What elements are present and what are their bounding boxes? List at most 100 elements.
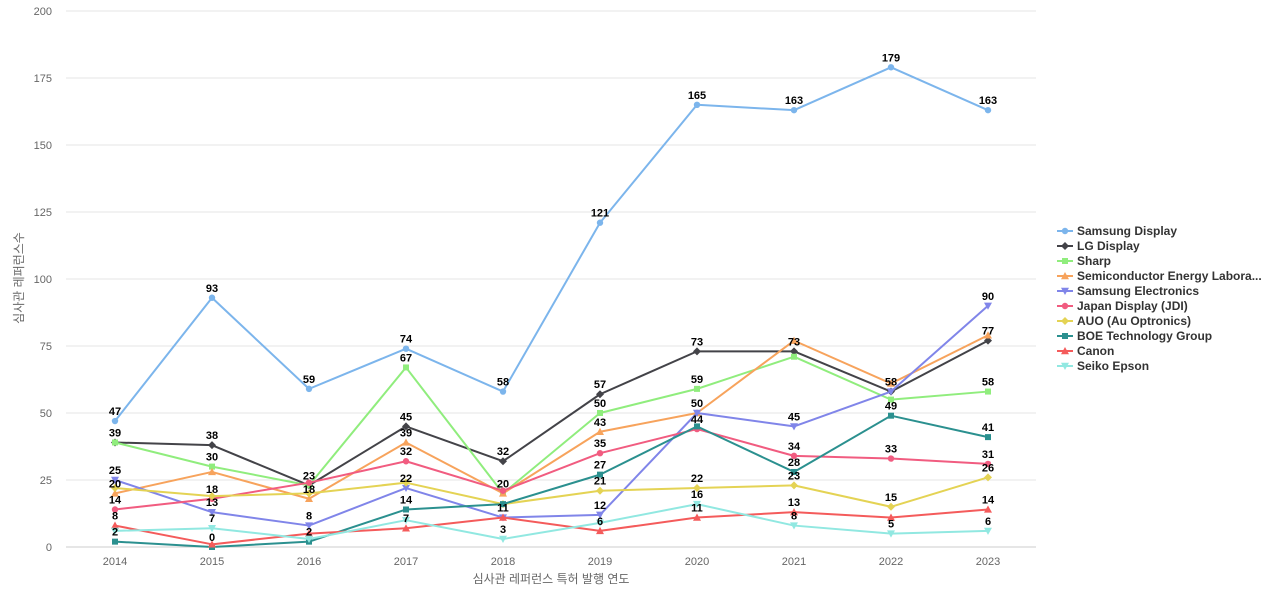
- series-line: [114, 476, 989, 508]
- x-tick-label: 2021: [782, 556, 806, 568]
- data-point: [693, 409, 701, 417]
- legend-marker-icon: [1061, 287, 1069, 295]
- data-point: [305, 385, 313, 393]
- data-label: 7: [209, 513, 215, 525]
- legend-marker-icon: [1061, 227, 1069, 235]
- legend-marker-icon: [1062, 258, 1068, 264]
- data-label: 41: [982, 422, 994, 434]
- data-point: [499, 487, 507, 494]
- data-label: 14: [109, 494, 122, 506]
- y-axis-title: 심사관 레퍼런스수: [12, 232, 26, 324]
- x-tick-label: 2022: [879, 556, 903, 568]
- data-point: [596, 486, 604, 495]
- data-point: [791, 353, 797, 360]
- y-tick-label: 50: [40, 408, 52, 420]
- data-point: [984, 302, 992, 310]
- data-label: 21: [594, 476, 606, 488]
- data-label: 179: [882, 52, 900, 64]
- data-point: [887, 455, 895, 462]
- data-point: [887, 379, 895, 387]
- data-point: [790, 336, 798, 344]
- legend-label: AUO (Au Optronics): [1077, 314, 1191, 328]
- y-axis-ticks: 0 25 50 75 100 125 150 175 200: [34, 6, 52, 554]
- legend-marker-icon: [1061, 317, 1069, 325]
- data-label: 73: [788, 336, 800, 348]
- data-point: [984, 106, 992, 114]
- data-label: 20: [109, 478, 121, 490]
- data-label: 26: [982, 462, 994, 474]
- legend-label: Semiconductor Energy Labora...: [1077, 269, 1262, 283]
- data-point: [403, 506, 409, 513]
- data-point: [208, 540, 216, 548]
- data-label: 49: [885, 401, 897, 413]
- data-label: 32: [497, 446, 509, 458]
- data-label: 58: [497, 377, 509, 389]
- data-point: [888, 396, 894, 403]
- data-point: [985, 388, 991, 395]
- data-point: [790, 347, 798, 356]
- legend-item[interactable]: LG Display: [1057, 239, 1140, 253]
- data-label: 23: [303, 470, 315, 482]
- legend-label: Seiko Epson: [1077, 359, 1149, 373]
- data-label: 39: [109, 427, 121, 439]
- data-point: [111, 527, 119, 535]
- legend-label: BOE Technology Group: [1077, 329, 1212, 343]
- legend-item[interactable]: Canon: [1057, 344, 1114, 358]
- data-point: [596, 450, 604, 457]
- data-point: [693, 101, 701, 109]
- data-point: [499, 535, 507, 543]
- legend-item[interactable]: BOE Technology Group: [1057, 329, 1212, 343]
- data-label: 14: [400, 494, 413, 506]
- data-point: [208, 467, 216, 476]
- data-point: [596, 219, 604, 226]
- data-label: 90: [982, 291, 994, 303]
- legend-item[interactable]: Samsung Display: [1057, 224, 1177, 238]
- data-point: [111, 417, 119, 425]
- data-point: [209, 463, 215, 470]
- data-label: 12: [594, 500, 606, 512]
- data-point: [499, 388, 507, 395]
- data-label: 22: [691, 473, 703, 485]
- legend-item[interactable]: Samsung Electronics: [1057, 284, 1199, 298]
- series-8: [111, 505, 992, 548]
- legend-item[interactable]: Seiko Epson: [1057, 359, 1149, 373]
- data-point: [305, 489, 313, 498]
- legend-item[interactable]: Semiconductor Energy Labora...: [1057, 269, 1262, 283]
- data-point: [305, 479, 313, 486]
- data-label: 20: [497, 478, 509, 490]
- data-point: [984, 527, 992, 535]
- data-label: 73: [691, 336, 703, 348]
- data-label: 38: [206, 430, 218, 442]
- series-6: [111, 473, 992, 511]
- data-point: [790, 106, 798, 114]
- series-0: [111, 64, 992, 425]
- data-label: 74: [400, 334, 413, 346]
- legend-marker-icon: [1062, 333, 1068, 339]
- legend-item[interactable]: Japan Display (JDI): [1057, 299, 1188, 313]
- data-label: 44: [691, 414, 704, 426]
- data-point: [597, 410, 603, 416]
- data-point: [402, 478, 410, 487]
- data-point: [111, 506, 119, 513]
- data-point: [402, 345, 410, 352]
- data-point: [402, 438, 410, 446]
- series-2: [112, 353, 991, 497]
- legend-item[interactable]: AUO (Au Optronics): [1057, 314, 1191, 328]
- data-point: [402, 484, 410, 493]
- data-point: [790, 452, 798, 460]
- data-label: 47: [109, 406, 121, 418]
- data-point: [305, 535, 313, 543]
- data-label: 8: [306, 511, 312, 523]
- legend-label: Sharp: [1077, 254, 1111, 268]
- y-tick-label: 175: [34, 73, 52, 85]
- data-point: [984, 336, 992, 345]
- data-label: 50: [691, 398, 703, 410]
- data-label: 3: [500, 524, 506, 536]
- data-point: [402, 458, 410, 465]
- data-point: [596, 511, 604, 519]
- data-point: [112, 439, 118, 446]
- data-label: 43: [594, 417, 606, 429]
- y-tick-label: 25: [40, 475, 52, 487]
- legend-item[interactable]: Sharp: [1057, 254, 1111, 268]
